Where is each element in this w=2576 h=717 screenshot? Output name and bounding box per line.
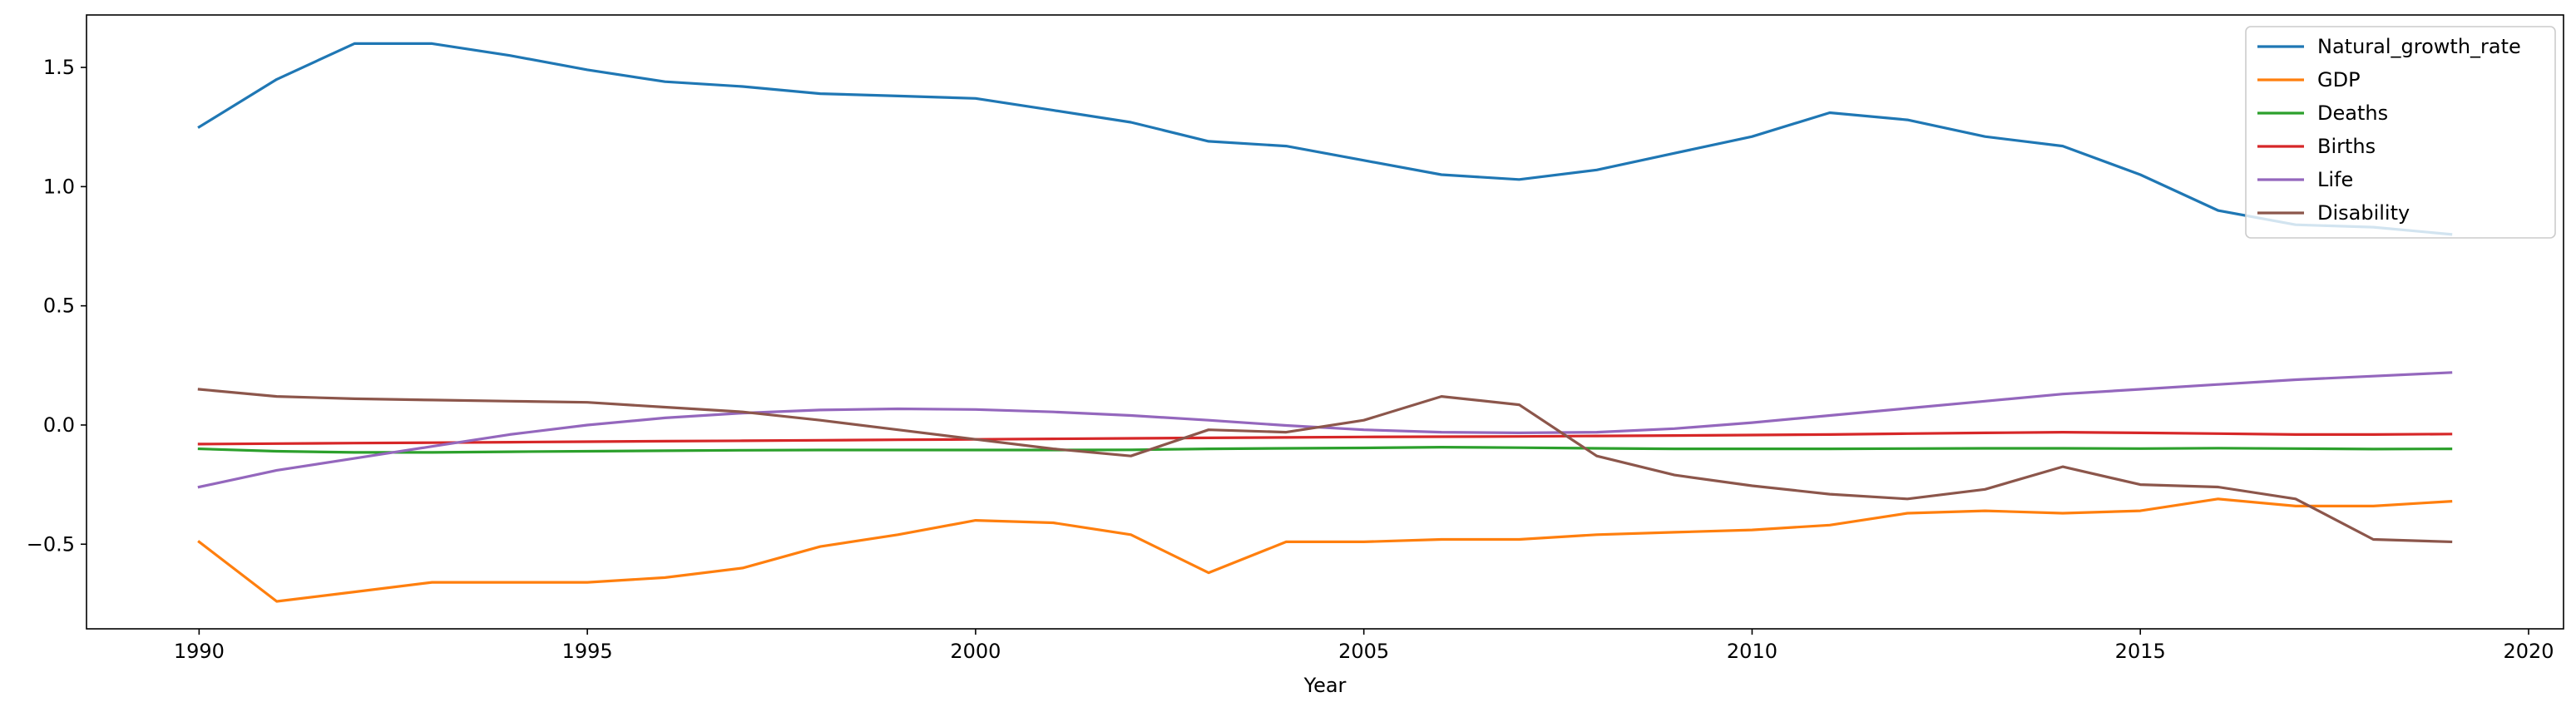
legend-label-disability: Disability xyxy=(2317,201,2410,225)
legend-label-natural_growth_rate: Natural_growth_rate xyxy=(2317,35,2521,58)
series-line-life xyxy=(197,371,2453,489)
legend: Natural_growth_rate GDP Deaths Births Life Di… xyxy=(2245,26,2556,239)
y-tick-label: 0.5 xyxy=(43,294,75,318)
y-tick-label: −0.5 xyxy=(27,532,75,556)
legend-label-gdp: GDP xyxy=(2317,68,2361,91)
y-tick-label: 1.5 xyxy=(43,56,75,79)
legend-box xyxy=(2245,26,2556,239)
series-line-births xyxy=(197,430,2453,446)
x-tick-label: 2015 xyxy=(2115,640,2166,663)
axes: 1990 1995 2000 2005 2010 2015 2020 −0.5 0.0 0.5 1.… xyxy=(27,14,2564,697)
x-tick-label: 2005 xyxy=(1338,640,1389,663)
x-tick-label: 2000 xyxy=(950,640,1001,663)
series-line-gdp xyxy=(197,497,2453,603)
y-tick-label: 1.0 xyxy=(43,175,75,198)
plot-area xyxy=(197,42,2453,603)
axes-frame xyxy=(86,14,2564,630)
x-tick-label: 1990 xyxy=(174,640,225,663)
legend-label-deaths: Deaths xyxy=(2317,101,2388,125)
x-tick-label: 2020 xyxy=(2503,640,2554,663)
legend-label-births: Births xyxy=(2317,135,2376,158)
series-line-natural_growth_rate xyxy=(197,42,2453,236)
legend-label-life: Life xyxy=(2317,168,2353,191)
x-tick-label: 1995 xyxy=(562,640,613,663)
series-line-disability xyxy=(197,388,2453,544)
series-line-deaths xyxy=(197,445,2453,454)
y-tick-label: 0.0 xyxy=(43,413,75,437)
x-axis-label: Year xyxy=(1303,674,1347,697)
x-tick-label: 2010 xyxy=(1727,640,1777,663)
